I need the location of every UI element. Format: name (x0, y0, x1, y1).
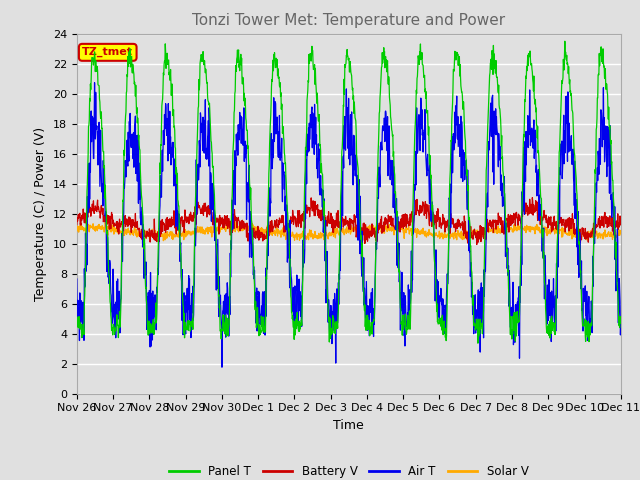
Legend: Panel T, Battery V, Air T, Solar V: Panel T, Battery V, Air T, Solar V (164, 461, 533, 480)
Title: Tonzi Tower Met: Temperature and Power: Tonzi Tower Met: Temperature and Power (192, 13, 506, 28)
Text: TZ_tmet: TZ_tmet (82, 47, 133, 58)
Y-axis label: Temperature (C) / Power (V): Temperature (C) / Power (V) (35, 127, 47, 300)
X-axis label: Time: Time (333, 419, 364, 432)
